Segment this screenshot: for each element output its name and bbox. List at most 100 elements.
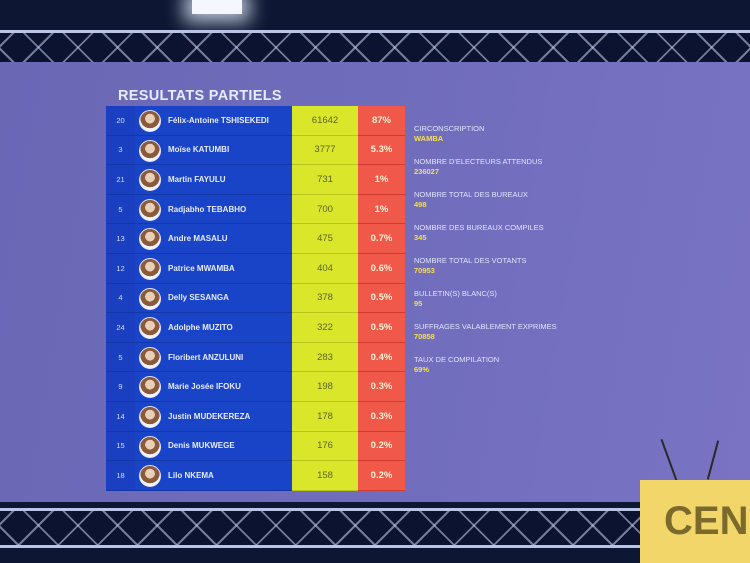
candidate-votes: 700: [292, 194, 358, 225]
candidate-percent: 0.5%: [358, 283, 405, 314]
candidate-name: Lilo NKEMA: [168, 470, 214, 480]
candidate-votes: 404: [292, 253, 358, 284]
candidate-row: 12 Patrice MWAMBA 404 0.6%: [106, 253, 405, 284]
candidate-number: 13: [106, 224, 135, 253]
info-item: NOMBRE DES BUREAUX COMPILES 345: [414, 223, 564, 243]
info-value: 345: [414, 233, 427, 242]
candidate-name: Félix-Antoine TSHISEKEDI: [168, 115, 269, 125]
candidate-photo: [139, 228, 161, 251]
candidate-number: 5: [106, 342, 135, 372]
results-table: 20 Félix-Antoine TSHISEKEDI 61642 87% 3 …: [106, 106, 405, 491]
info-label: TAUX DE COMPILATION: [414, 355, 500, 364]
candidate-row: 15 Denis MUKWEGE 176 0.2%: [106, 431, 405, 462]
candidate-percent: 87%: [358, 106, 405, 136]
candidate-name: Andre MASALU: [168, 234, 228, 244]
candidate-number: 3: [106, 135, 135, 165]
candidate-name: Marie Josée IFOKU: [168, 382, 241, 392]
lighting-truss-top: [0, 30, 750, 70]
candidate-percent: 0.5%: [358, 313, 405, 343]
candidate-number: 20: [106, 106, 135, 135]
candidate-number: 9: [106, 372, 135, 401]
candidate-votes: 283: [292, 342, 358, 373]
stage-light: [192, 0, 242, 14]
candidate-photo: [139, 465, 161, 488]
info-item: BULLETIN(S) BLANC(S) 95: [414, 289, 564, 309]
info-item: NOMBRE TOTAL DES BUREAUX 498: [414, 190, 564, 210]
candidate-row: 18 Lilo NKEMA 158 0.2%: [106, 461, 405, 491]
candidate-votes: 378: [292, 283, 358, 314]
info-value: 95: [414, 299, 423, 308]
results-title: RESULTATS PARTIELS: [118, 88, 282, 104]
candidate-name: Radjabho TEBABHO: [168, 204, 247, 214]
info-item: NOMBRE TOTAL DES VOTANTS 70953: [414, 256, 564, 276]
candidate-number: 24: [106, 313, 135, 342]
candidate-row: 21 Martin FAYULU 731 1%: [106, 165, 405, 195]
podium: CEN: [640, 480, 750, 563]
candidate-votes: 3777: [292, 135, 358, 166]
info-label: NOMBRE DES BUREAUX COMPILES: [414, 223, 544, 232]
candidate-votes: 198: [292, 372, 358, 402]
candidate-number: 4: [106, 283, 135, 313]
info-item: SUFFRAGES VALABLEMENT EXPRIMES 70858: [414, 322, 564, 342]
info-label: NOMBRE TOTAL DES VOTANTS: [414, 256, 527, 265]
candidate-photo: [139, 198, 161, 221]
candidate-photo: [139, 287, 161, 310]
candidate-row: 13 Andre MASALU 475 0.7%: [106, 224, 405, 254]
candidate-photo: [139, 317, 161, 340]
candidate-votes: 731: [292, 165, 358, 195]
info-value: 70953: [414, 266, 435, 275]
candidate-name: Denis MUKWEGE: [168, 441, 235, 451]
candidate-percent: 0.7%: [358, 224, 405, 254]
candidate-photo: [139, 257, 161, 280]
info-label: NOMBRE D'ELECTEURS ATTENDUS: [414, 157, 543, 166]
candidate-row: 5 Radjabho TEBABHO 700 1%: [106, 194, 405, 225]
candidate-number: 5: [106, 194, 135, 224]
candidate-photo: [139, 169, 161, 192]
candidate-percent: 1%: [358, 194, 405, 225]
info-item: CIRCONSCRIPTION WAMBA: [414, 124, 564, 144]
candidate-row: 3 Moïse KATUMBI 3777 5.3%: [106, 135, 405, 166]
lighting-truss-bottom: [0, 508, 750, 548]
candidate-votes: 176: [292, 431, 358, 462]
candidate-percent: 0.6%: [358, 253, 405, 284]
candidate-percent: 0.3%: [358, 401, 405, 432]
candidate-number: 14: [106, 401, 135, 431]
candidate-photo: [139, 376, 161, 399]
info-value: 70858: [414, 332, 435, 341]
info-label: SUFFRAGES VALABLEMENT EXPRIMES: [414, 322, 557, 331]
candidate-row: 5 Floribert ANZULUNI 283 0.4%: [106, 342, 405, 373]
candidate-row: 20 Félix-Antoine TSHISEKEDI 61642 87%: [106, 106, 405, 136]
candidate-number: 12: [106, 253, 135, 283]
info-item: NOMBRE D'ELECTEURS ATTENDUS 236027: [414, 157, 564, 177]
candidate-percent: 0.2%: [358, 461, 405, 491]
info-value: 69%: [414, 365, 430, 374]
candidate-name: Floribert ANZULUNI: [168, 352, 244, 362]
candidate-name: Patrice MWAMBA: [168, 263, 235, 273]
candidate-photo: [139, 405, 161, 428]
constituency-info-panel: CIRCONSCRIPTION WAMBA NOMBRE D'ELECTEURS…: [414, 124, 564, 388]
candidate-votes: 61642: [292, 106, 358, 136]
info-value: WAMBA: [414, 134, 444, 143]
candidate-percent: 5.3%: [358, 135, 405, 166]
candidate-name: Delly SESANGA: [168, 293, 229, 303]
info-value: 236027: [414, 167, 440, 176]
info-item: TAUX DE COMPILATION 69%: [414, 355, 564, 375]
candidate-votes: 475: [292, 224, 358, 254]
candidate-row: 24 Adolphe MUZITO 322 0.5%: [106, 313, 405, 343]
candidate-votes: 158: [292, 461, 358, 491]
candidate-row: 9 Marie Josée IFOKU 198 0.3%: [106, 372, 405, 402]
candidate-row: 14 Justin MUDEKEREZA 178 0.3%: [106, 401, 405, 432]
candidate-votes: 178: [292, 401, 358, 432]
candidate-photo: [139, 435, 161, 458]
candidate-number: 18: [106, 461, 135, 490]
candidate-name: Moïse KATUMBI: [168, 145, 230, 155]
candidate-photo: [139, 139, 161, 162]
candidate-number: 21: [106, 165, 135, 194]
info-label: NOMBRE TOTAL DES BUREAUX: [414, 190, 528, 199]
info-label: BULLETIN(S) BLANC(S): [414, 289, 497, 298]
candidate-percent: 0.4%: [358, 342, 405, 373]
candidate-name: Adolphe MUZITO: [168, 322, 233, 332]
candidate-name: Martin FAYULU: [168, 174, 226, 184]
candidate-percent: 0.3%: [358, 372, 405, 402]
candidate-percent: 1%: [358, 165, 405, 195]
